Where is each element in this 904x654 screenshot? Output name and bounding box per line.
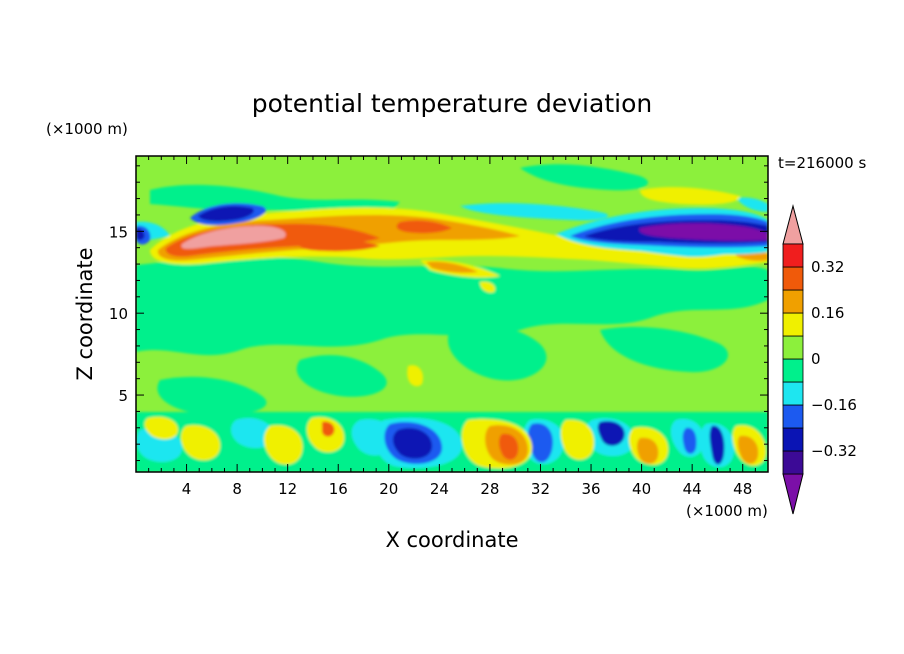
warm-band xyxy=(640,187,740,205)
x-tick-label: 24 xyxy=(430,480,449,498)
colorbar-label: 0.32 xyxy=(811,258,844,276)
neutral-region xyxy=(136,256,768,356)
x-tick-label: 20 xyxy=(379,480,398,498)
low-level-positive xyxy=(560,419,595,460)
x-axis-unit: (×1000 m) xyxy=(686,502,768,520)
low-level-positive xyxy=(407,365,424,387)
colorbar-label: −0.16 xyxy=(811,396,857,414)
y-axis-label: Z coordinate xyxy=(73,247,97,380)
low-level-negative xyxy=(528,423,553,463)
low-level-positive xyxy=(637,437,659,464)
cyan-band xyxy=(460,203,609,221)
low-level-negative xyxy=(597,420,625,446)
neutral-region xyxy=(520,164,649,191)
low-level-positive xyxy=(264,425,303,465)
x-tick-label: 8 xyxy=(232,480,242,498)
neutral-region xyxy=(600,326,729,373)
colorbar-box xyxy=(782,289,804,314)
colorbar: 0.32 0.16 0 −0.16 −0.32 xyxy=(782,204,857,515)
y-tick-label: 5 xyxy=(118,387,128,405)
warm-band xyxy=(480,281,496,293)
colorbar-box xyxy=(782,312,804,337)
warm-band xyxy=(295,235,380,252)
neutral-region xyxy=(157,376,267,416)
low-level-positive xyxy=(499,433,519,460)
colorbar-label: −0.32 xyxy=(811,442,857,460)
x-tick-label: 32 xyxy=(531,480,550,498)
neutral-region xyxy=(150,184,400,213)
y-axis-ticks: 5 10 15 xyxy=(109,165,768,462)
colorbar-box xyxy=(782,243,804,268)
colorbar-box xyxy=(782,427,804,452)
x-axis-label: X coordinate xyxy=(385,528,518,552)
y-axis-unit: (×1000 m) xyxy=(46,120,128,138)
warm-band xyxy=(181,226,286,249)
neutral-region xyxy=(296,355,387,397)
warm-band xyxy=(396,220,452,234)
warm-band xyxy=(426,261,478,273)
x-axis-ticks: 4 8 12 16 20 24 28 32 36 40 44 48 xyxy=(148,156,756,498)
neutral-region xyxy=(447,325,547,381)
colorbar-box xyxy=(782,381,804,406)
low-level-negative xyxy=(392,427,432,459)
colorbar-box xyxy=(782,358,804,383)
low-level-negative xyxy=(682,427,697,454)
colorbar-box xyxy=(782,335,804,360)
chart-title: potential temperature deviation xyxy=(252,89,652,118)
colorbar-box xyxy=(782,404,804,429)
cold-core xyxy=(198,206,254,222)
y-tick-label: 10 xyxy=(109,305,128,323)
x-tick-label: 40 xyxy=(632,480,651,498)
cold-core xyxy=(639,223,768,241)
x-tick-label: 12 xyxy=(278,480,297,498)
colorbar-box xyxy=(782,450,804,475)
x-tick-label: 36 xyxy=(581,480,600,498)
low-level-positive xyxy=(180,425,221,461)
colorbar-min-arrow xyxy=(782,473,804,515)
cyan-band xyxy=(736,197,768,212)
colorbar-label: 0.16 xyxy=(811,304,844,322)
low-level-positive xyxy=(322,421,335,437)
y-tick-label: 15 xyxy=(109,223,128,241)
colorbar-label: 0 xyxy=(811,350,821,368)
x-tick-label: 16 xyxy=(329,480,348,498)
colorbar-box xyxy=(782,266,804,291)
time-label: t=216000 s xyxy=(778,154,866,172)
low-level-positive xyxy=(737,435,759,464)
contour-field xyxy=(136,156,768,472)
x-tick-label: 28 xyxy=(480,480,499,498)
x-tick-label: 44 xyxy=(683,480,702,498)
x-tick-label: 48 xyxy=(733,480,752,498)
colorbar-max-arrow xyxy=(782,204,804,245)
low-level-negative xyxy=(709,425,725,465)
low-level-negative xyxy=(231,417,275,449)
low-level-positive xyxy=(144,416,178,440)
x-tick-label: 4 xyxy=(182,480,192,498)
